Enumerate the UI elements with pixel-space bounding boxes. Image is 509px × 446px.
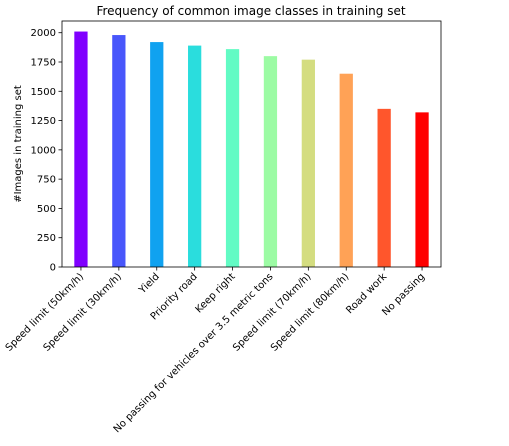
x-tick-label: No passing for vehicles over 3.5 metric … — [112, 271, 276, 435]
x-tick-label: Yield — [137, 271, 162, 296]
x-tick-label: Speed limit (80km/h) — [269, 271, 351, 353]
x-tick-label: Speed limit (30km/h) — [42, 271, 124, 353]
bar-5 — [225, 49, 240, 267]
chart-title: Frequency of common image classes in tra… — [96, 4, 405, 18]
y-tick-label: 500 — [37, 204, 56, 215]
bar-6 — [263, 56, 278, 268]
bar-8 — [339, 73, 353, 267]
y-tick-label: 0 — [50, 263, 56, 274]
bar-2 — [112, 35, 126, 267]
y-tick-label: 1750 — [31, 58, 56, 69]
bar-10 — [415, 112, 429, 267]
y-tick-label: 2000 — [31, 28, 56, 39]
bar-4 — [188, 45, 202, 267]
axes-layer: 0 250 500 750 1000 1250 1500 1750 2000 Speed limi… — [4, 20, 442, 435]
bar-1 — [74, 31, 88, 267]
bar-9 — [377, 108, 391, 267]
y-tick-label: 750 — [37, 175, 56, 186]
y-axis-label: #Images in training set — [13, 85, 24, 203]
y-tick-label: 1500 — [31, 87, 56, 98]
bar-3 — [150, 42, 164, 268]
plot-frame — [61, 20, 442, 268]
bars-layer — [74, 31, 429, 268]
y-tick-label: 1000 — [31, 145, 56, 156]
bar-7 — [301, 59, 315, 268]
y-tick-label: 1250 — [31, 116, 56, 127]
y-tick-label: 250 — [37, 233, 56, 244]
